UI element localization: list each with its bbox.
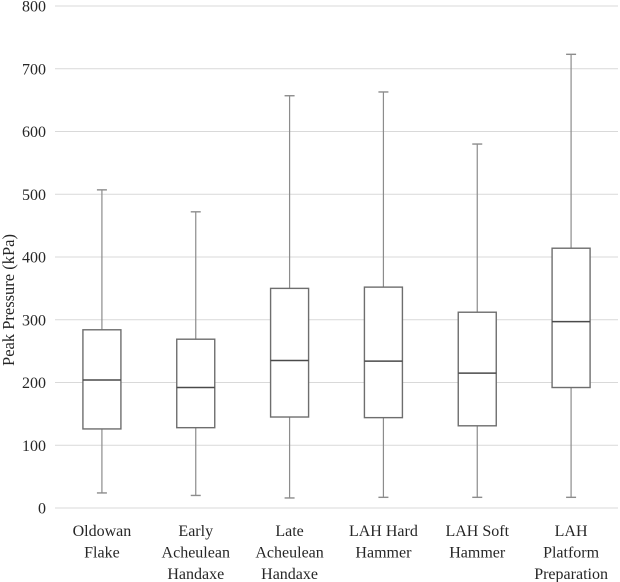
y-axis-title: Peak Pressure (kPa) <box>0 234 18 366</box>
y-tick-label: 300 <box>22 312 46 329</box>
x-category-label-line: Hammer <box>449 545 506 562</box>
x-category-label-line: Preparation <box>534 566 608 582</box>
y-tick-label: 700 <box>22 61 46 78</box>
x-category-label-line: Acheulean <box>162 545 230 562</box>
box-lah-soft-hammer <box>457 143 497 499</box>
iqr-box <box>363 286 404 419</box>
x-category-label-line: LAH Hard <box>349 523 418 540</box>
iqr-box <box>457 311 497 427</box>
iqr-box <box>176 338 216 429</box>
box-lah-platform-preparation <box>551 53 591 499</box>
y-tick-label: 400 <box>22 250 46 267</box>
x-category-label-line: Handaxe <box>167 566 224 582</box>
box-series <box>82 53 591 499</box>
box-early-acheulean-handaxe <box>176 211 216 497</box>
gridlines <box>55 5 618 509</box>
x-category-label: LAH Hard Hammer <box>349 523 418 562</box>
y-tick-label: 500 <box>22 187 46 204</box>
box-oldowan-flake <box>82 189 122 494</box>
y-tick-label: 100 <box>22 438 46 455</box>
x-category-label: Early Acheulean Handaxe <box>162 523 230 582</box>
x-category-label: LAH Platform Preparation <box>534 523 608 582</box>
y-tick-label: 600 <box>22 124 46 141</box>
x-category-label-line: Late <box>275 523 303 540</box>
box-late-acheulean-handaxe <box>269 95 310 499</box>
x-category-label: Oldowan Flake <box>73 523 132 562</box>
iqr-box <box>551 247 591 389</box>
y-tick-label: 800 <box>22 0 46 16</box>
x-category-label-line: LAH Soft <box>445 523 509 540</box>
x-category-label-line: Handaxe <box>261 566 318 582</box>
x-category-label-line: Flake <box>84 545 120 562</box>
x-axis-category-labels: Oldowan Flake Early Acheulean Handaxe Late Ach… <box>73 523 608 582</box>
x-category-label: LAH Soft Hammer <box>445 523 509 562</box>
x-category-label-line: Acheulean <box>255 545 323 562</box>
y-tick-label: 0 <box>38 501 46 518</box>
x-category-label-line: Hammer <box>355 545 412 562</box>
iqr-box <box>269 287 310 418</box>
box-lah-hard-hammer <box>363 91 404 499</box>
x-category-label-line: LAH <box>555 523 588 540</box>
y-tick-label: 200 <box>22 375 46 392</box>
x-category-label: Late Acheulean Handaxe <box>255 523 323 582</box>
y-axis-tick-labels: 0 100 200 300 400 500 600 700 800 <box>22 0 46 518</box>
x-category-label-line: Early <box>178 523 213 540</box>
x-category-label-line: Platform <box>543 545 600 562</box>
x-category-label-line: Oldowan <box>73 523 132 540</box>
